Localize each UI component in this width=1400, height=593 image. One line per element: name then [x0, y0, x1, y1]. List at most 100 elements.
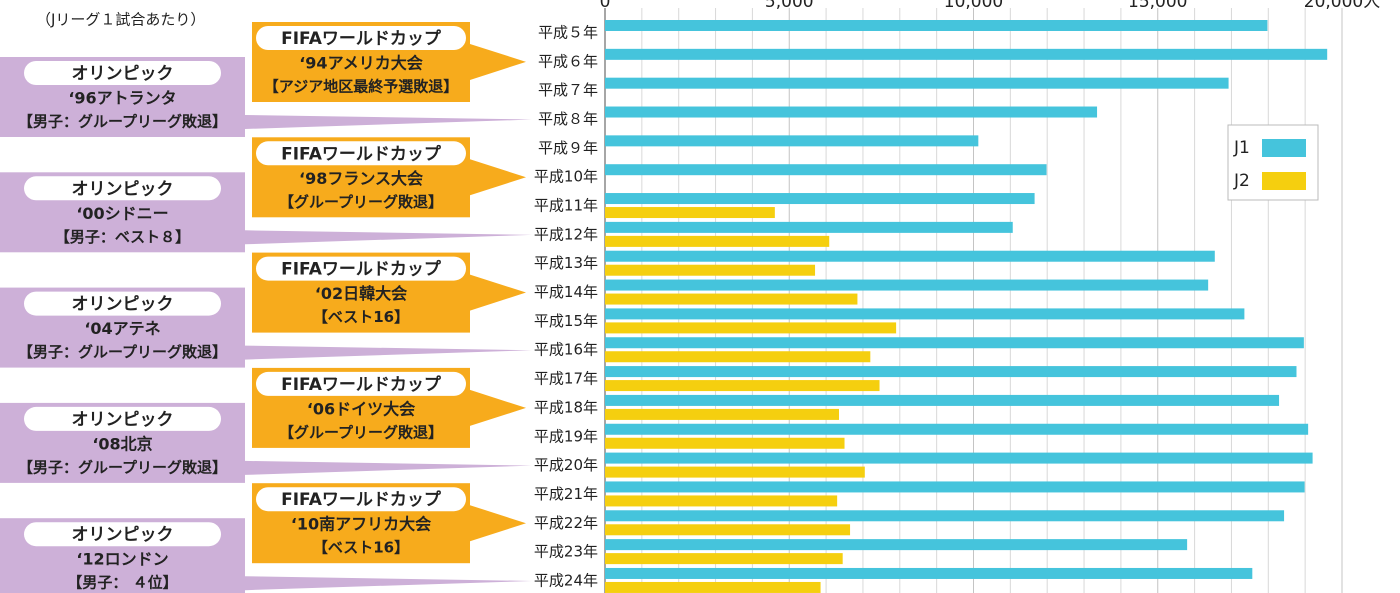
fifa-line: ‘94アメリカ大会: [299, 54, 423, 73]
fifa-line: 【アジア地区最終予選敗退】: [264, 78, 458, 96]
olympic-line: ‘96アトランタ: [68, 89, 176, 108]
olympic-header: オリンピック: [72, 410, 174, 430]
y-tick-label: 平成19年: [534, 427, 598, 445]
legend-label: J2: [1233, 171, 1250, 191]
bar: [605, 481, 1305, 493]
y-tick-label: 平成11年: [534, 197, 598, 215]
bar: [605, 235, 830, 247]
bar: [605, 452, 1313, 464]
y-tick-label: 平成６年: [538, 52, 598, 70]
olympic-line: ‘04アテネ: [84, 319, 160, 338]
fifa-line: ‘02日韓大会: [315, 284, 407, 303]
fifa-header: FIFAワールドカップ: [281, 28, 442, 49]
y-tick-label: 平成15年: [534, 312, 598, 330]
olympic-line: 【男子：ベスト８】: [55, 228, 190, 246]
x-tick-label: 15,000: [1128, 0, 1187, 12]
fifa-line: 【ベスト16】: [313, 308, 409, 326]
bar: [605, 279, 1209, 291]
fifa-header-pill: [256, 371, 466, 396]
bar: [605, 437, 845, 449]
fifa-line: 【ベスト16】: [313, 539, 409, 557]
fifa-header: FIFAワールドカップ: [281, 374, 442, 395]
y-tick-label: 平成７年: [538, 81, 598, 99]
fifa-pointer: [470, 389, 526, 426]
fifa-line: ‘98フランス大会: [299, 169, 423, 188]
y-tick-label: 平成５年: [538, 24, 598, 42]
olympic-pointer: [245, 576, 532, 591]
y-tick-label: 平成22年: [534, 514, 598, 532]
y-tick-label: 平成21年: [534, 485, 598, 503]
fifa-line: 【グループリーグ敗退】: [279, 193, 443, 211]
bar: [605, 510, 1285, 522]
fifa-header-pill: [256, 256, 466, 281]
fifa-pointer: [470, 44, 526, 80]
bar: [605, 221, 1013, 233]
bar: [605, 106, 1098, 118]
fifa-pointer: [470, 505, 526, 542]
olympic-header: オリンピック: [72, 179, 174, 199]
olympic-line: 【男子：グループリーグ敗退】: [18, 113, 227, 131]
bar: [605, 567, 1253, 579]
fifa-header: FIFAワールドカップ: [281, 259, 442, 280]
y-tick-label: 平成16年: [534, 341, 598, 359]
olympic-header-pill: [24, 61, 221, 85]
olympic-header: オリンピック: [72, 64, 174, 84]
bar: [605, 337, 1304, 349]
y-tick-label: 平成23年: [534, 543, 598, 561]
fifa-header: FIFAワールドカップ: [281, 489, 442, 510]
chart-subtitle: （Jリーグ１試合あたり）: [36, 11, 205, 29]
bar: [605, 293, 858, 305]
x-tick-label: 0: [600, 0, 611, 12]
fifa-line: ‘06ドイツ大会: [307, 399, 415, 418]
bar: [605, 20, 1268, 31]
fifa-header-pill: [256, 487, 466, 512]
bar: [605, 135, 979, 147]
legend-swatch: [1262, 172, 1306, 190]
olympic-line: 【男子：グループリーグ敗退】: [18, 343, 227, 361]
olympic-line: 【男子：グループリーグ敗退】: [18, 458, 227, 476]
bar: [605, 394, 1280, 406]
y-tick-label: 平成14年: [534, 283, 598, 301]
y-tick-label: 平成24年: [534, 571, 598, 589]
bar: [605, 366, 1297, 378]
olympic-header-pill: [24, 291, 221, 316]
bar: [605, 351, 871, 363]
fifa-line: ‘10南アフリカ大会: [291, 515, 431, 534]
x-tick-label: 5,000: [765, 0, 814, 12]
legend-label: J1: [1233, 138, 1250, 158]
olympic-line: ‘08北京: [92, 434, 152, 453]
fifa-pointer: [470, 274, 526, 311]
fifa-line: 【グループリーグ敗退】: [279, 423, 443, 441]
olympic-pointer: [245, 345, 532, 360]
bar: [605, 495, 838, 507]
y-tick-label: 平成８年: [538, 110, 598, 128]
y-tick-label: 平成12年: [534, 225, 598, 243]
olympic-header-pill: [24, 406, 221, 431]
olympic-line: ‘00シドニー: [76, 204, 168, 223]
bar: [605, 466, 865, 478]
bar: [605, 164, 1047, 176]
x-tick-label: 20,000人: [1304, 0, 1380, 12]
bar: [605, 581, 821, 593]
olympic-header: オリンピック: [72, 295, 174, 315]
bar: [605, 250, 1215, 262]
bar: [605, 264, 816, 276]
fifa-header-pill: [256, 141, 466, 166]
y-tick-label: 平成13年: [534, 254, 598, 272]
legend-swatch: [1262, 139, 1306, 157]
bar: [605, 539, 1188, 551]
bar: [605, 207, 775, 219]
fifa-pointer: [470, 159, 526, 196]
y-tick-label: 平成18年: [534, 398, 598, 416]
olympic-pointer: [245, 115, 532, 129]
x-tick-label: 10,000: [944, 0, 1003, 12]
bar: [605, 322, 897, 334]
bar: [605, 408, 839, 420]
y-tick-label: 平成９年: [538, 139, 598, 157]
fifa-header: FIFAワールドカップ: [281, 143, 442, 164]
fifa-header-pill: [256, 26, 466, 50]
olympic-header-pill: [24, 176, 221, 201]
bar: [605, 77, 1229, 89]
bar: [605, 423, 1309, 435]
